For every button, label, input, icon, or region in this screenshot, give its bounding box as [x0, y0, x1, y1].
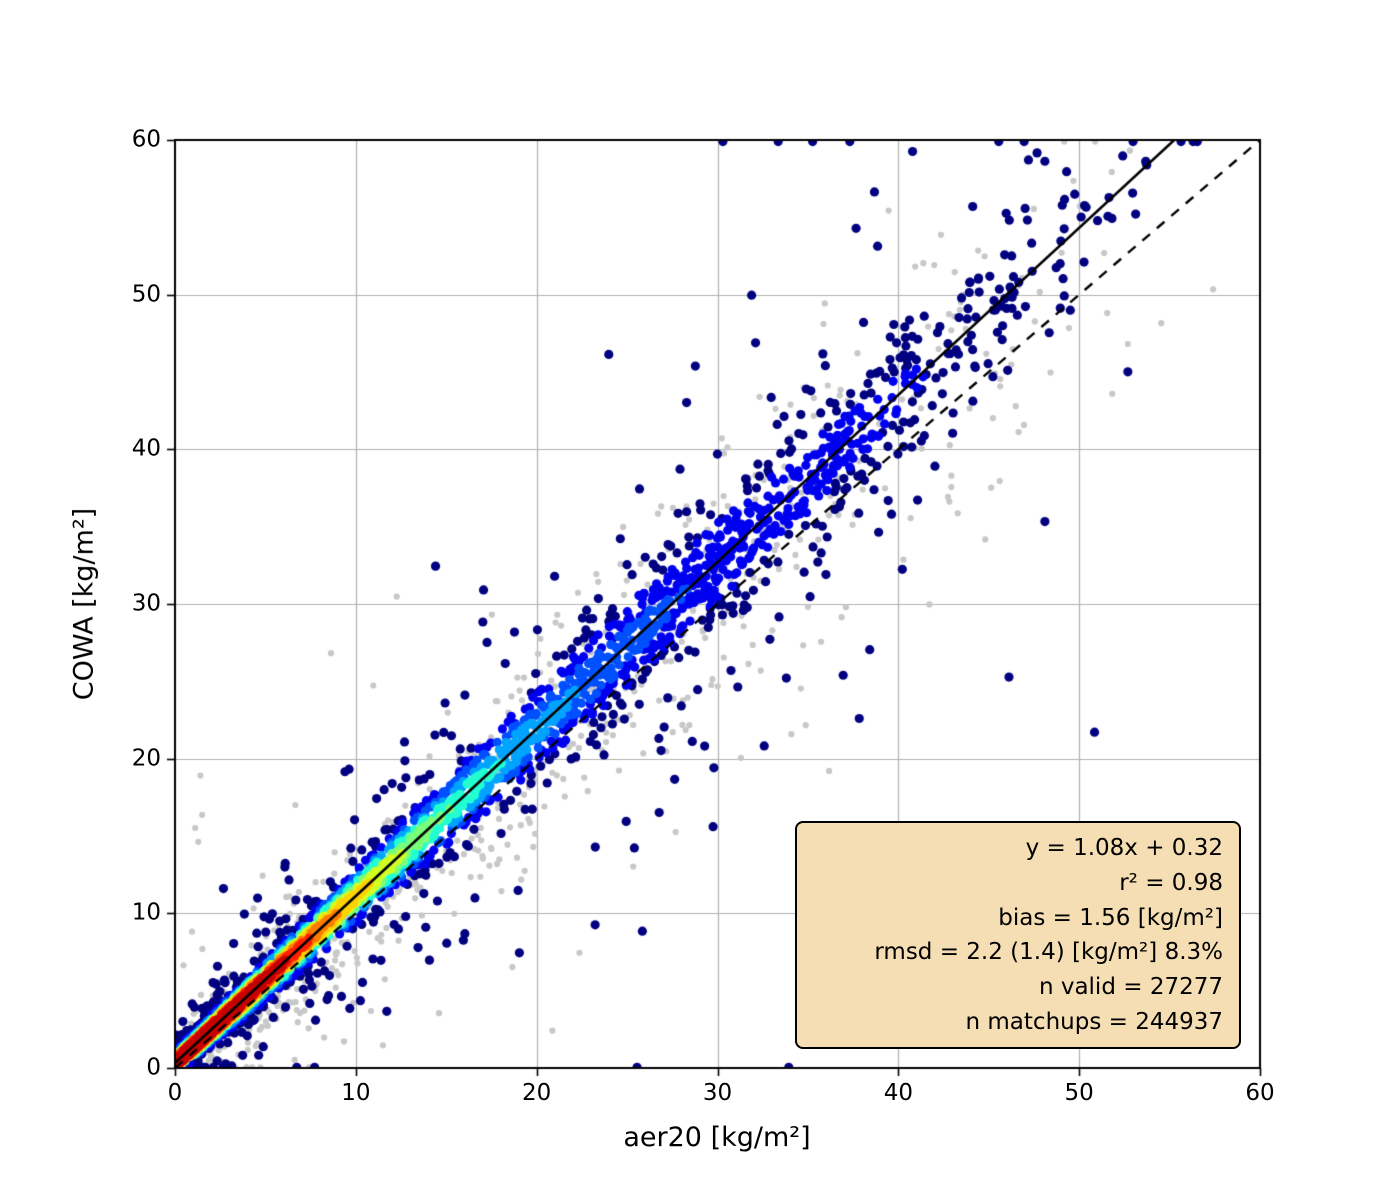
stats-fit-equation: y = 1.08x + 0.32: [1025, 835, 1223, 861]
y-tick-label: 30: [131, 590, 161, 617]
x-tick-label: 30: [702, 1080, 733, 1106]
x-axis-label: aer20 [kg/m²]: [623, 1122, 811, 1153]
stats-r-squared: r² = 0.98: [1119, 869, 1223, 896]
x-tick-label: 60: [1245, 1080, 1275, 1106]
x-tick-label: 0: [167, 1080, 183, 1106]
x-tick-label: 50: [1064, 1080, 1094, 1106]
x-tick-label: 10: [341, 1080, 371, 1106]
y-tick-label: 20: [131, 745, 161, 772]
x-tick-label: 20: [522, 1080, 552, 1106]
y-axis-label: COWA [kg/m²]: [68, 507, 100, 701]
x-tick-label: 40: [883, 1080, 913, 1106]
stats-n-valid: n valid = 27277: [1038, 974, 1223, 1001]
stats-n-matchups: n matchups = 244937: [965, 1008, 1223, 1035]
stats-bias: bias = 1.56 [kg/m²]: [998, 904, 1223, 931]
y-tick-label: 50: [131, 281, 161, 308]
stats-box: y = 1.08x + 0.32 r² = 0.98 bias = 1.56 […: [795, 821, 1241, 1049]
y-tick-label: 60: [131, 126, 161, 153]
y-tick-label: 40: [131, 435, 161, 462]
y-tick-label: 0: [146, 1054, 161, 1081]
stats-rmsd: rmsd = 2.2 (1.4) [kg/m²] 8.3%: [874, 939, 1223, 966]
y-tick-label: 10: [131, 899, 161, 926]
